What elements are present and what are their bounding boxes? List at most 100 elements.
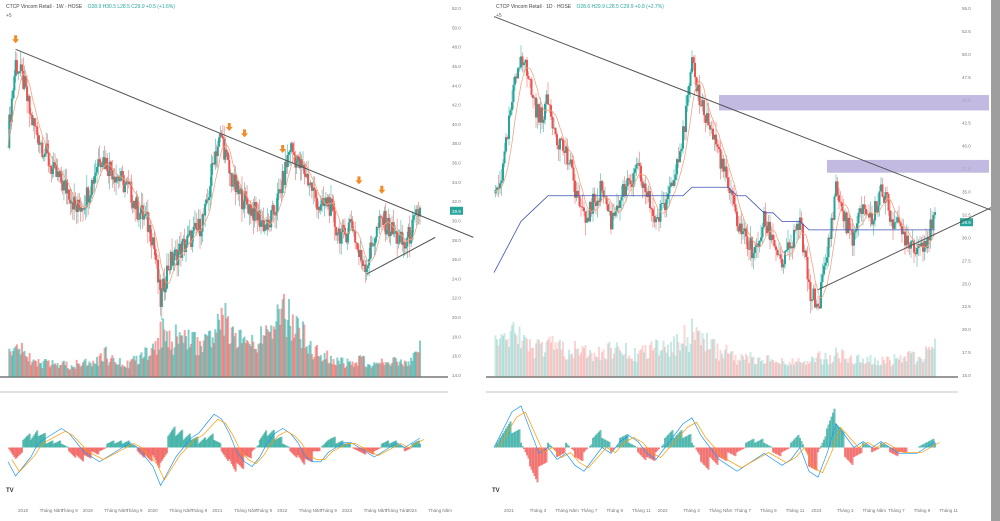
left-candle bbox=[80, 208, 83, 212]
left-candle bbox=[299, 159, 302, 168]
left-candle bbox=[74, 196, 77, 206]
left-volume-bar bbox=[24, 356, 27, 377]
right-macd-histogram-bar bbox=[763, 442, 765, 448]
left-volume-bar bbox=[69, 369, 72, 377]
left-x-tick: Tháng 9 bbox=[191, 508, 208, 513]
left-volume-bar bbox=[247, 341, 250, 377]
left-macd-histogram-bar bbox=[392, 441, 395, 448]
left-volume-bar bbox=[106, 358, 109, 377]
right-y-tick: 22.5 bbox=[962, 304, 971, 309]
left-volume-bar bbox=[276, 304, 279, 377]
left-candle bbox=[281, 171, 284, 194]
right-candle bbox=[595, 202, 597, 206]
left-volume-bar bbox=[168, 330, 171, 377]
right-candle bbox=[718, 146, 720, 150]
left-volume-bar bbox=[290, 340, 293, 377]
right-volume-bar bbox=[775, 361, 777, 377]
right-candle bbox=[745, 228, 747, 237]
right-macd-histogram-bar bbox=[743, 447, 746, 449]
right-volume-bar bbox=[518, 326, 521, 377]
right-volume-bar bbox=[517, 343, 519, 377]
right-candle bbox=[719, 149, 722, 169]
right-candle bbox=[589, 201, 591, 222]
left-candle bbox=[197, 218, 200, 231]
left-candle bbox=[120, 170, 123, 181]
right-candle bbox=[739, 223, 741, 232]
scrollbar[interactable] bbox=[991, 0, 1000, 521]
right-macd-histogram-bar bbox=[568, 445, 570, 448]
left-candle bbox=[277, 189, 280, 194]
right-candle bbox=[763, 211, 765, 228]
left-macd-histogram-bar bbox=[61, 444, 64, 448]
left-macd-histogram-bar bbox=[130, 444, 133, 448]
right-macd-histogram-bar bbox=[883, 444, 885, 448]
right-macd-histogram-bar bbox=[851, 447, 854, 465]
left-volume-bar bbox=[172, 354, 175, 377]
left-volume-bar bbox=[375, 362, 378, 377]
left-macd-histogram-bar bbox=[224, 447, 227, 457]
right-macd-histogram-bar bbox=[703, 447, 705, 465]
left-macd-histogram-bar bbox=[55, 442, 58, 448]
right-macd-histogram-bar bbox=[884, 445, 887, 448]
right-volume-bar bbox=[814, 362, 816, 377]
left-macd-histogram-bar bbox=[112, 440, 115, 448]
right-macd-histogram-bar bbox=[809, 447, 812, 468]
right-volume-bar bbox=[707, 349, 710, 377]
right-macd-histogram-bar bbox=[527, 447, 530, 459]
right-macd-histogram-bar bbox=[710, 447, 713, 459]
right-volume-bar bbox=[629, 358, 632, 377]
left-y-tick: 20.0 bbox=[452, 315, 461, 320]
left-candle bbox=[246, 197, 249, 205]
right-volume-bar bbox=[515, 335, 518, 377]
left-volume-bar bbox=[64, 365, 67, 377]
left-candle bbox=[319, 204, 322, 211]
left-candle bbox=[393, 232, 396, 234]
left-macd-histogram-bar bbox=[186, 436, 189, 448]
right-candle bbox=[601, 180, 603, 191]
left-chart-ohlc: O28.9 H30.5 L28.5 C29.9 +0.5 (+1.6%) bbox=[87, 4, 175, 10]
left-volume-bar bbox=[251, 334, 254, 377]
left-candle bbox=[388, 217, 391, 237]
left-volume-bar bbox=[262, 335, 265, 377]
left-macd-histogram-bar bbox=[388, 443, 391, 448]
left-candle bbox=[34, 125, 37, 127]
right-volume-bar bbox=[757, 357, 759, 377]
right-volume-bar bbox=[572, 357, 575, 377]
left-macd-histogram-bar bbox=[179, 431, 182, 448]
right-volume-bar bbox=[653, 348, 656, 377]
right-volume-bar bbox=[728, 354, 731, 377]
right-volume-bar bbox=[652, 350, 654, 377]
left-candle bbox=[190, 230, 193, 247]
right-y-tick: 42.5 bbox=[962, 121, 971, 126]
left-y-tick: 42.0 bbox=[452, 103, 461, 108]
right-macd-histogram-bar bbox=[925, 442, 927, 448]
left-volume-bar bbox=[83, 360, 86, 377]
left-volume-bar bbox=[302, 321, 305, 377]
right-macd-histogram-bar bbox=[737, 447, 740, 452]
right-chart-ohlc: O28.6 H29.9 L28.5 C29.9 +0.8 (+2.7%) bbox=[576, 4, 664, 10]
left-macd-histogram-bar bbox=[229, 447, 232, 462]
right-volume-bar bbox=[811, 356, 813, 377]
right-volume-bar bbox=[694, 340, 696, 377]
left-candle bbox=[48, 165, 51, 167]
right-candle bbox=[701, 100, 704, 107]
right-candle bbox=[548, 104, 551, 106]
left-candle bbox=[107, 171, 110, 176]
left-volume-bar bbox=[280, 308, 283, 377]
right-candle bbox=[530, 79, 533, 95]
left-volume-bar bbox=[13, 347, 16, 377]
right-macd-histogram-bar bbox=[920, 445, 923, 448]
left-macd-histogram-bar bbox=[37, 436, 40, 448]
right-candle bbox=[533, 97, 536, 99]
right-volume-bar bbox=[929, 349, 932, 377]
left-candle bbox=[185, 244, 188, 252]
right-candle bbox=[716, 144, 719, 147]
right-macd-histogram-bar bbox=[896, 447, 899, 457]
right-candle bbox=[541, 107, 543, 123]
right-volume-bar bbox=[770, 359, 773, 377]
right-candle bbox=[754, 247, 756, 254]
right-volume-bar bbox=[928, 346, 930, 377]
left-candle bbox=[323, 203, 326, 206]
left-candle bbox=[102, 157, 105, 165]
left-macd-histogram-bar bbox=[265, 430, 268, 448]
